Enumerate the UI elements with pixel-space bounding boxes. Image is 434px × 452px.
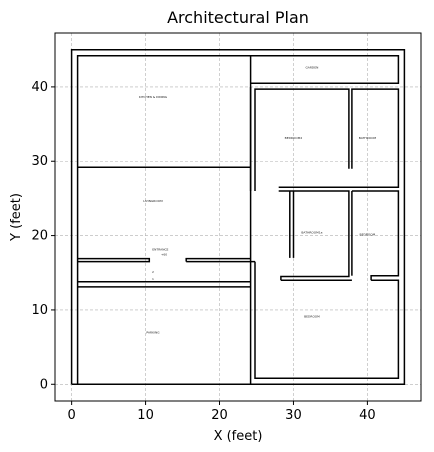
x-tick-label-3: 30 <box>285 408 302 423</box>
room-label-7: ENTRANCE <box>152 247 168 251</box>
wall-segment-4 <box>254 88 350 191</box>
wall-segment-12 <box>254 261 400 380</box>
y-tick-label-0: 0 <box>40 377 48 392</box>
wall-segment-1 <box>76 54 252 385</box>
wall-layer <box>70 48 406 386</box>
room-label-3: BATHROOM <box>359 136 377 140</box>
x-tick-label-2: 20 <box>211 408 228 423</box>
x-tick-layer: 0 10 20 30 40 <box>67 401 376 423</box>
y-tick-label-4: 40 <box>31 80 48 95</box>
y-tick-label-3: 30 <box>31 154 48 169</box>
y-tick-label-2: 20 <box>31 229 48 244</box>
room-label-4: LIVINGROOM <box>143 199 163 203</box>
x-tick-label-4: 40 <box>359 408 376 423</box>
x-tick-label-1: 10 <box>137 408 154 423</box>
room-label-8: +60 <box>161 253 167 257</box>
room-label-1: KITCHEN & DINING <box>139 95 168 99</box>
room-label-0: GARDEN <box>305 65 318 69</box>
room-label-9: 2 <box>152 270 154 274</box>
wall-segment-14 <box>185 257 251 262</box>
room-label-5: BATHROOM1a <box>301 230 322 234</box>
wall-segment-9 <box>351 190 400 281</box>
room-label-6: BEDROOM <box>360 233 376 237</box>
room-label-10: 1 <box>152 277 154 281</box>
plot-frame <box>54 32 422 402</box>
y-tick-label-1: 10 <box>31 303 48 318</box>
room-label-12: PARKING <box>146 331 160 335</box>
grid-layer <box>55 33 421 401</box>
wall-segment-2 <box>250 54 400 84</box>
y-axis-title: Y (feet) <box>9 193 24 242</box>
wall-segment-6 <box>278 190 350 281</box>
wall-segment-5 <box>278 88 400 189</box>
wall-segment-16 <box>77 257 151 263</box>
chart-title: Architectural Plan <box>167 8 309 27</box>
room-label-2: BEDROOM2 <box>285 136 303 140</box>
x-axis-title: X (feet) <box>214 429 263 444</box>
y-tick-layer: 0 10 20 30 40 <box>31 80 55 392</box>
room-label-11: BEDROOM <box>304 314 320 318</box>
wall-segment-0 <box>70 48 406 386</box>
x-tick-label-0: 0 <box>67 408 75 423</box>
